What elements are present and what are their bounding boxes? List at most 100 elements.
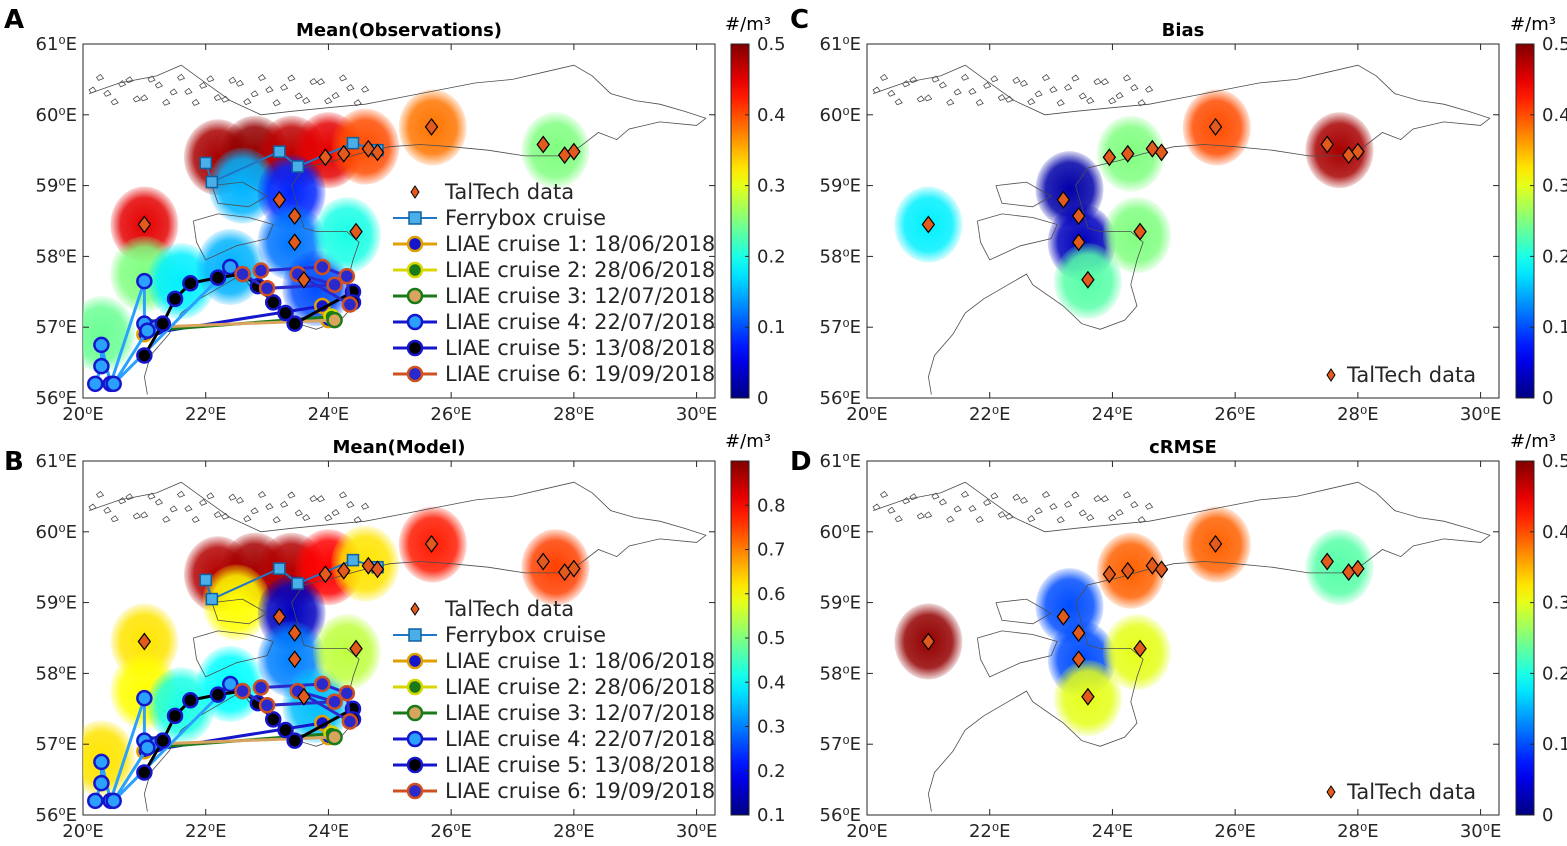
y-tick-label: 59⁰E (36, 593, 78, 614)
coastline-hiiumaa (211, 181, 268, 208)
cruise-6-station (338, 684, 356, 702)
colorbar-tick-label: 0.7 (757, 540, 786, 561)
legend-marker-taltech (410, 602, 420, 616)
colorbar-tick-label: 0.1 (1542, 734, 1567, 755)
taltech-station (297, 270, 311, 289)
colorbar-tick-label: 0.3 (757, 717, 786, 738)
taltech-station (287, 233, 302, 252)
legend-marker-cruise-1 (406, 652, 424, 670)
x-tick-label: 26⁰E (430, 404, 472, 425)
taltech-station (318, 565, 333, 584)
ferrybox-point (199, 573, 212, 587)
colorbar-tick-label: 0.8 (757, 495, 786, 516)
taltech-station (1320, 552, 1334, 571)
cruise-5-station (136, 764, 153, 781)
panel-letter: A (4, 5, 24, 35)
legend-marker-taltech (1326, 785, 1336, 799)
x-tick-label: 22⁰E (185, 821, 227, 842)
panel-c: 20⁰E 22⁰E 24⁰E 26⁰E 28⁰E 30⁰E 56⁰E 57⁰E 58⁰E 59⁰E… (790, 5, 1567, 425)
taltech-station (287, 207, 302, 226)
axes-box (866, 43, 1500, 399)
cruise-6-station (341, 713, 359, 730)
x-tick-label: 26⁰E (1214, 821, 1256, 842)
field-blob (83, 296, 136, 373)
legend-marker-cruise-5 (406, 339, 424, 357)
y-tick-label: 60⁰E (36, 522, 78, 543)
legend-label: LIAE cruise 1: 18/06/2018 (445, 649, 715, 673)
panel-title: Bias (1162, 20, 1205, 41)
taltech-station (567, 559, 581, 578)
colorbar-tick-label: 0.6 (757, 584, 786, 605)
taltech-station (272, 190, 287, 209)
colorbar-tick-label: 0.2 (1542, 246, 1567, 267)
y-tick-label: 56⁰E (820, 388, 862, 409)
panel-letter: D (790, 447, 812, 477)
cruise-5-station (209, 269, 227, 286)
taltech-station (1056, 190, 1071, 209)
taltech-station (1154, 143, 1169, 162)
taltech-station (287, 624, 302, 643)
taltech-station (137, 632, 152, 651)
x-tick-label: 24⁰E (308, 821, 350, 842)
colorbar-unit: #/m³ (1510, 431, 1556, 452)
legend-label: LIAE cruise 4: 22/07/2018 (445, 310, 715, 334)
legend-marker-cruise-6 (406, 365, 424, 383)
axes-box (866, 460, 1500, 816)
colorbar-tick-label: 0.5 (757, 34, 786, 55)
taltech-station (1081, 687, 1095, 706)
y-tick-label: 56⁰E (820, 805, 862, 826)
cruise-6-station (252, 262, 270, 279)
cruise-5-station (154, 732, 172, 749)
y-tick-label: 58⁰E (36, 663, 78, 684)
taltech-station (370, 143, 385, 162)
colorbar-tick-label: 0.1 (757, 805, 786, 826)
colorbar-unit: #/m³ (1510, 14, 1556, 35)
y-tick-label: 58⁰E (820, 246, 862, 267)
x-tick-label: 22⁰E (969, 404, 1011, 425)
coastline-saaremaa (977, 630, 1058, 678)
colorbar-tick-label: 0.1 (757, 317, 786, 338)
cruise-5-station (286, 732, 303, 749)
colorbar-tick-label: 0.4 (757, 672, 786, 693)
legend-marker-cruise-6 (406, 782, 424, 800)
cruise-4-station (93, 753, 110, 771)
taltech-station (272, 607, 287, 626)
taltech-station (921, 632, 936, 651)
y-tick-label: 59⁰E (820, 176, 862, 197)
cruise-3-track (150, 735, 335, 746)
taltech-station (1208, 534, 1223, 553)
legend-label: LIAE cruise 5: 13/08/2018 (445, 336, 715, 360)
taltech-station (424, 534, 439, 553)
taltech-station (297, 687, 311, 706)
legend-label: TalTech data (444, 180, 574, 204)
taltech-station (1320, 135, 1334, 154)
ferrybox-point (273, 145, 286, 158)
field-blob (521, 529, 590, 606)
taltech-station (1071, 650, 1086, 669)
archipelago (88, 490, 370, 524)
taltech-station (1351, 142, 1365, 161)
colorbar-tick-label: 0.2 (757, 761, 786, 782)
axes-box (82, 43, 716, 399)
ferrybox-point (205, 592, 219, 606)
legend-marker-taltech (1326, 368, 1336, 382)
cruise-5-station (166, 707, 184, 725)
taltech-station (1071, 624, 1086, 643)
y-tick-label: 59⁰E (820, 593, 862, 614)
legend-label: LIAE cruise 3: 12/07/2018 (445, 701, 715, 725)
taltech-station (536, 135, 550, 154)
legend-marker-cruise-5 (406, 756, 424, 774)
legend-label: LIAE cruise 2: 28/06/2018 (445, 258, 715, 282)
field-blob (1305, 112, 1374, 189)
cruise-6-station (341, 296, 359, 313)
y-tick-label: 56⁰E (36, 805, 78, 826)
x-tick-label: 30⁰E (1460, 821, 1502, 842)
colorbar-tick-label: 0.3 (1542, 176, 1567, 197)
archipelago (872, 490, 1154, 524)
x-tick-label: 22⁰E (185, 404, 227, 425)
cruise-6-station (326, 276, 343, 293)
y-tick-label: 57⁰E (36, 734, 78, 755)
legend-label: LIAE cruise 2: 28/06/2018 (445, 675, 715, 699)
field-blob (312, 197, 381, 274)
y-tick-label: 60⁰E (820, 105, 862, 126)
